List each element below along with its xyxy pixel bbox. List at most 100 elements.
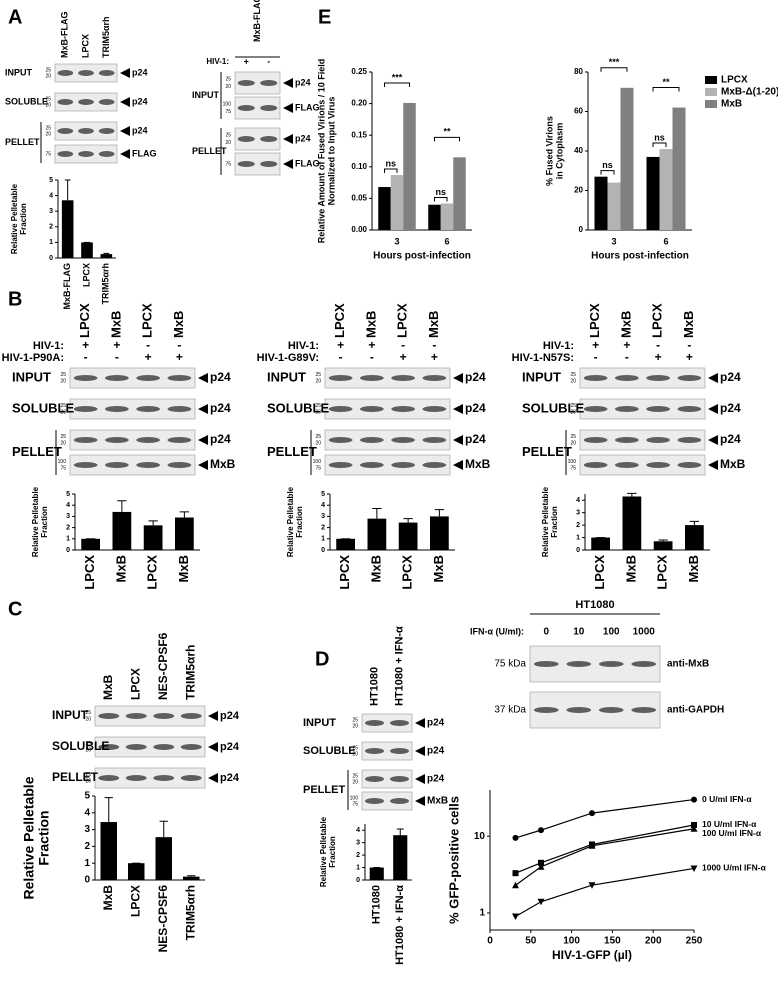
y-tick-label: 1 [356, 864, 360, 871]
condition-mark: + [244, 56, 249, 66]
legend-label: MxB-Δ(1-20) [721, 87, 778, 98]
blot-strip [94, 736, 206, 758]
blot-strip [94, 767, 206, 789]
bar [100, 822, 117, 880]
series-line [515, 867, 695, 918]
row-label: INPUT [303, 717, 336, 729]
band [422, 406, 447, 412]
mw-marker: 25 [60, 372, 66, 378]
error-bar [627, 492, 637, 497]
series-label: 0 U/ml IFN-α [702, 794, 752, 804]
x-tick-label: 3 [394, 236, 399, 246]
band [677, 462, 702, 468]
significance-label: ns [602, 160, 613, 170]
band-label: p24 [220, 741, 240, 753]
significance-label: ns [654, 132, 665, 142]
condition-mark: - [594, 350, 598, 364]
series-line [515, 828, 695, 886]
bar [175, 517, 194, 550]
x-tick-label: 6 [444, 236, 449, 246]
arrow [708, 404, 718, 414]
band-label: p24 [465, 370, 486, 384]
significance-bracket [434, 196, 448, 202]
mw-marker: 25 [352, 745, 358, 751]
band-label: MxB [465, 457, 491, 471]
y-tick-label: 80 [574, 67, 583, 76]
band [391, 462, 415, 468]
y-tick-label: 0 [84, 875, 90, 886]
band-label: p24 [295, 77, 311, 87]
lane-label: MxB-FLAG [60, 12, 70, 59]
band-label: p24 [210, 401, 231, 415]
condition-mark: + [176, 350, 183, 364]
mw-marker: 25 [315, 434, 321, 440]
marker [512, 870, 519, 877]
x-tick-label: 200 [645, 936, 662, 947]
band [237, 161, 255, 167]
condition-label: HIV-1: [33, 340, 64, 352]
condition-mark: 100 [603, 627, 620, 638]
mw-marker: 20 [352, 751, 358, 757]
marker [690, 865, 698, 872]
mw-marker: 20 [225, 84, 231, 90]
blot-strip [579, 367, 706, 389]
x-tick-label: NES-CPSF6 [156, 885, 170, 953]
x-tick-label: LPCX [592, 555, 607, 590]
band [583, 437, 608, 443]
band-label: MxB [210, 457, 236, 471]
y-axis-label: Fraction [328, 836, 337, 868]
row-label: PELLET [192, 146, 227, 156]
band [167, 406, 192, 412]
band [125, 713, 147, 719]
band-label: anti-MxB [667, 659, 709, 670]
band-label: anti-GAPDH [667, 705, 724, 716]
significance-bracket [600, 67, 628, 72]
bar [100, 254, 113, 258]
condition-mark: + [145, 350, 152, 364]
marker [690, 825, 698, 832]
mw-marker: 75 [225, 161, 231, 167]
band [78, 99, 94, 105]
blot-strip [579, 398, 706, 420]
band [136, 375, 160, 381]
band [180, 744, 202, 750]
blot-strip [94, 705, 206, 727]
band [360, 437, 384, 443]
band [677, 375, 702, 381]
lane-label: LPCX [587, 303, 602, 338]
y-tick-label: 0 [356, 877, 360, 884]
bar [183, 876, 200, 880]
y-axis-label: in Cytoplasm [554, 123, 564, 180]
mw-marker: 25 [85, 710, 91, 716]
arrow [198, 435, 208, 445]
condition-label: HIV-1: [288, 340, 319, 352]
bar [685, 525, 704, 550]
blot-strip [361, 713, 413, 733]
condition-mark: - [370, 350, 374, 364]
lane-label: HT1080 + IFN-α [393, 626, 405, 706]
significance-bracket [652, 142, 667, 148]
y-axis-label: Fraction [295, 506, 304, 538]
band [78, 128, 94, 134]
arrow [120, 126, 130, 136]
lane-label: HT1080 [368, 667, 380, 706]
error-bar [372, 508, 382, 519]
band [98, 713, 120, 719]
condition-mark: 10 [573, 627, 585, 638]
band-label: p24 [720, 401, 741, 415]
marker [537, 898, 545, 906]
y-tick-label: 0 [49, 255, 53, 262]
band-label: FLAG [295, 158, 320, 168]
band [646, 406, 670, 412]
band-label: p24 [295, 133, 311, 143]
significance-label: *** [392, 72, 403, 82]
x-tick-label: HT1080 [371, 885, 383, 924]
band [125, 775, 147, 781]
band [167, 375, 192, 381]
band [136, 437, 160, 443]
band-label: p24 [720, 432, 741, 446]
band-label: p24 [427, 774, 445, 785]
band-label: p24 [132, 67, 148, 77]
x-tick-label: MxB [623, 555, 638, 582]
y-tick-label: 0.15 [351, 130, 367, 139]
